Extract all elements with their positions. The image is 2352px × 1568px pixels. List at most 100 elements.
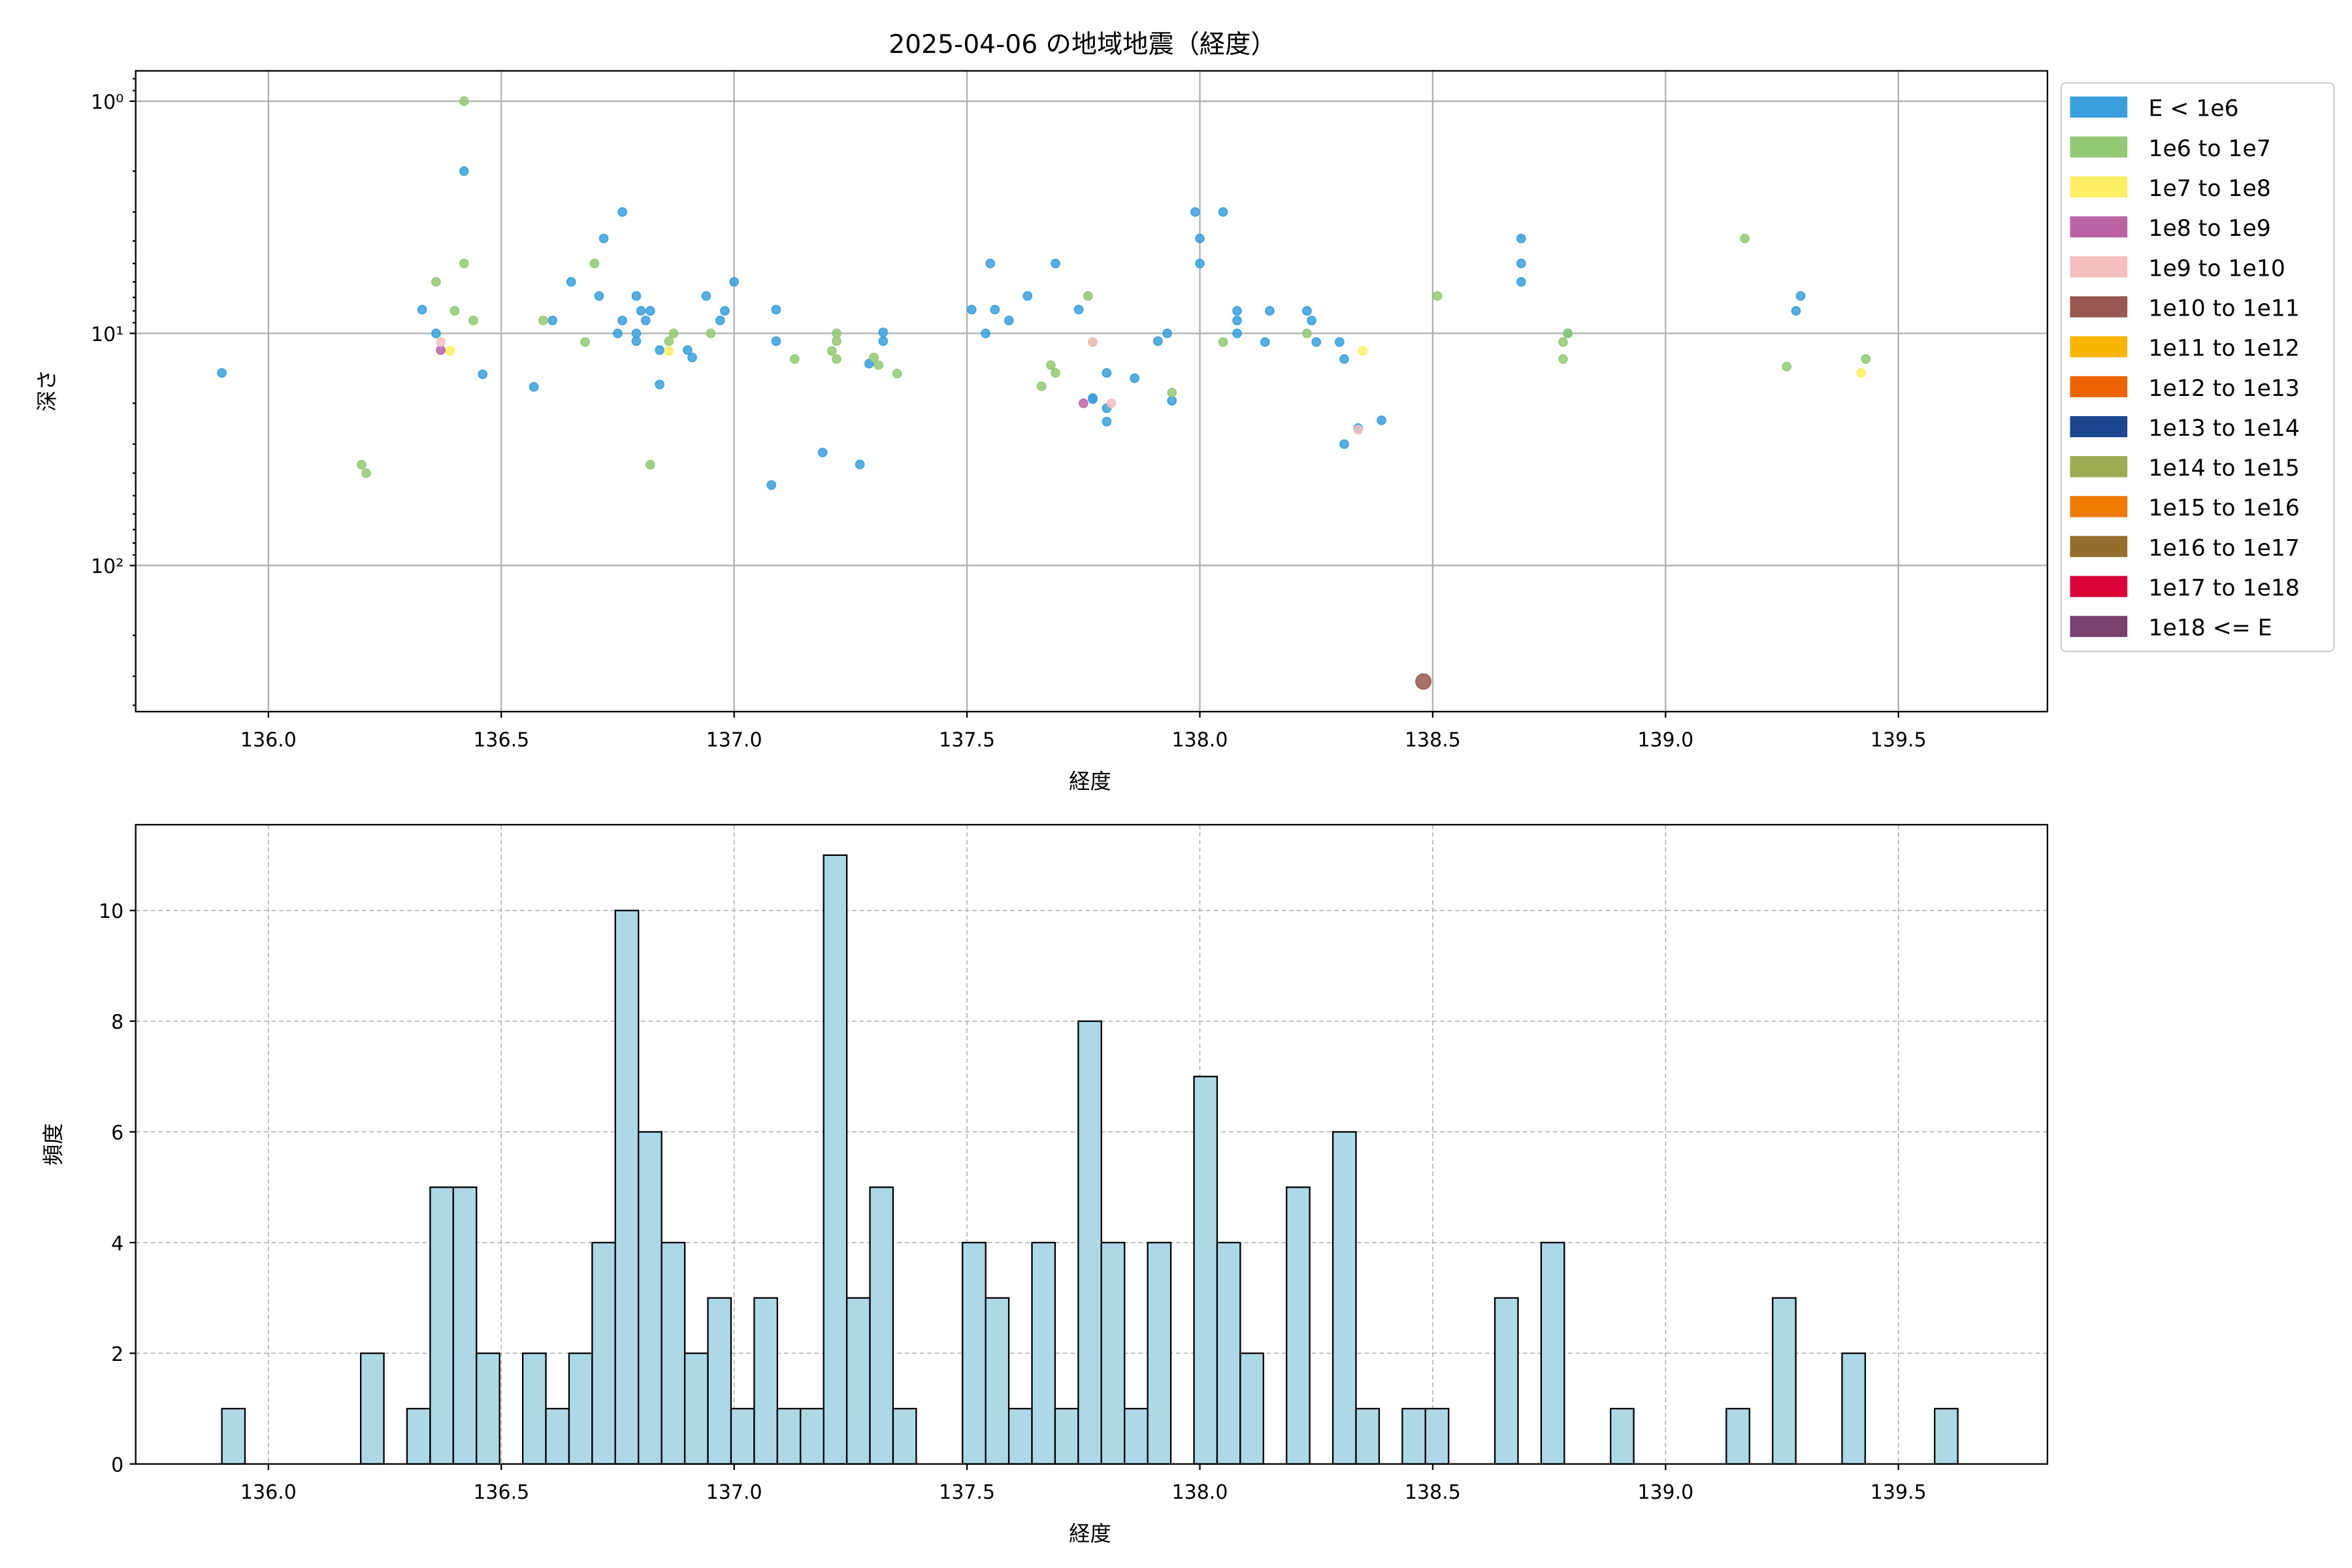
- data-point: [478, 369, 488, 380]
- data-point: [668, 328, 679, 338]
- histogram-bar: [869, 1186, 894, 1465]
- legend-label: 1e18 <= E: [2148, 615, 2272, 642]
- data-point: [468, 316, 478, 325]
- data-point: [1051, 258, 1060, 269]
- histogram-bar: [406, 1407, 431, 1465]
- legend-label: 1e17 to 1e18: [2148, 576, 2299, 602]
- histogram-bar: [638, 1131, 662, 1465]
- data-point: [1782, 361, 1792, 372]
- histogram-bar: [221, 1407, 246, 1465]
- data-point: [1558, 354, 1568, 364]
- histogram-bar: [1031, 1241, 1056, 1465]
- data-point: [789, 354, 800, 364]
- histogram-bar: [1725, 1407, 1750, 1465]
- data-point: [459, 258, 469, 269]
- data-point: [631, 291, 642, 301]
- data-point: [869, 352, 879, 363]
- x-tick-label: 137.5: [939, 728, 995, 751]
- histogram-bar: [1934, 1407, 1959, 1465]
- legend-label: 1e9 to 1e10: [2148, 255, 2285, 282]
- y-tick-label: 10⁰: [91, 91, 123, 114]
- legend-label: 1e13 to 1e14: [2148, 416, 2299, 442]
- data-point: [1791, 306, 1801, 316]
- data-point: [729, 277, 740, 287]
- plot-frame: [135, 70, 2048, 713]
- histogram-bar: [1772, 1297, 1797, 1465]
- data-point: [701, 291, 711, 301]
- data-point: [1334, 337, 1345, 347]
- x-tick-label: 137.5: [939, 1481, 995, 1504]
- data-point: [1302, 306, 1312, 316]
- data-point: [594, 291, 604, 301]
- data-point: [1415, 673, 1432, 690]
- plot-frame: [135, 824, 2048, 1465]
- data-point: [538, 316, 548, 325]
- data-point: [1232, 328, 1242, 338]
- data-point: [1558, 337, 1568, 347]
- histogram-bar: [1540, 1241, 1565, 1465]
- data-point: [645, 459, 655, 470]
- data-point: [715, 316, 725, 325]
- x-tick-label: 138.5: [1405, 728, 1461, 751]
- histogram-bar: [1355, 1407, 1380, 1465]
- data-point: [1432, 291, 1443, 301]
- data-point: [771, 336, 781, 346]
- legend-swatch: [2070, 416, 2128, 438]
- data-point: [580, 337, 590, 347]
- histogram-bar: [730, 1407, 755, 1465]
- histogram-bar: [1331, 1131, 1357, 1465]
- data-point: [1377, 416, 1386, 425]
- data-point: [459, 96, 469, 106]
- histogram-bar: [1239, 1352, 1264, 1465]
- histogram-bar: [823, 854, 848, 1465]
- data-point: [1353, 425, 1364, 435]
- legend-label: 1e12 to 1e13: [2148, 376, 2299, 402]
- data-point: [459, 166, 469, 176]
- data-point: [1073, 304, 1084, 315]
- histogram-bar: [429, 1186, 454, 1465]
- histogram-bar: [568, 1352, 593, 1465]
- data-point: [720, 306, 730, 316]
- data-point: [706, 328, 716, 338]
- histogram-bar: [1100, 1241, 1126, 1465]
- data-point: [817, 448, 828, 458]
- data-point: [431, 328, 441, 338]
- histogram-bar: [359, 1352, 385, 1465]
- data-point: [826, 346, 837, 356]
- legend-label: 1e8 to 1e9: [2148, 216, 2270, 242]
- y-tick-label: 4: [111, 1232, 123, 1255]
- histogram-bar: [962, 1241, 987, 1465]
- data-point: [436, 345, 446, 355]
- legend-label: 1e11 to 1e12: [2148, 336, 2299, 362]
- legend-swatch: [2070, 576, 2128, 597]
- data-point: [1302, 328, 1312, 338]
- histogram-x-axis-label: 経度: [1069, 1521, 1111, 1546]
- legend-swatch: [2070, 376, 2128, 398]
- histogram-bar: [683, 1352, 709, 1465]
- histogram-bar: [1286, 1186, 1311, 1465]
- y-tick-label: 0: [111, 1454, 123, 1477]
- histogram-bar: [707, 1297, 732, 1465]
- data-point: [878, 327, 889, 338]
- x-tick-label: 139.0: [1637, 728, 1693, 751]
- histogram-bar: [800, 1407, 825, 1465]
- data-point: [766, 480, 777, 490]
- data-point: [1004, 316, 1014, 325]
- histogram-bar: [1077, 1020, 1102, 1465]
- data-point: [613, 328, 623, 338]
- histogram-bar: [1124, 1407, 1149, 1465]
- histogram-bar: [1401, 1407, 1426, 1465]
- data-point: [640, 316, 651, 325]
- x-tick-label: 136.0: [240, 728, 297, 751]
- data-point: [617, 316, 627, 325]
- scatter-x-axis-label: 経度: [1069, 769, 1111, 794]
- data-point: [1036, 381, 1047, 391]
- histogram-bar: [776, 1407, 802, 1465]
- data-point: [683, 345, 693, 355]
- data-point: [1167, 395, 1177, 406]
- legend-label: E < 1e6: [2148, 96, 2238, 122]
- data-point: [1232, 306, 1242, 316]
- x-tick-label: 138.0: [1172, 1481, 1228, 1504]
- data-point: [1046, 360, 1056, 370]
